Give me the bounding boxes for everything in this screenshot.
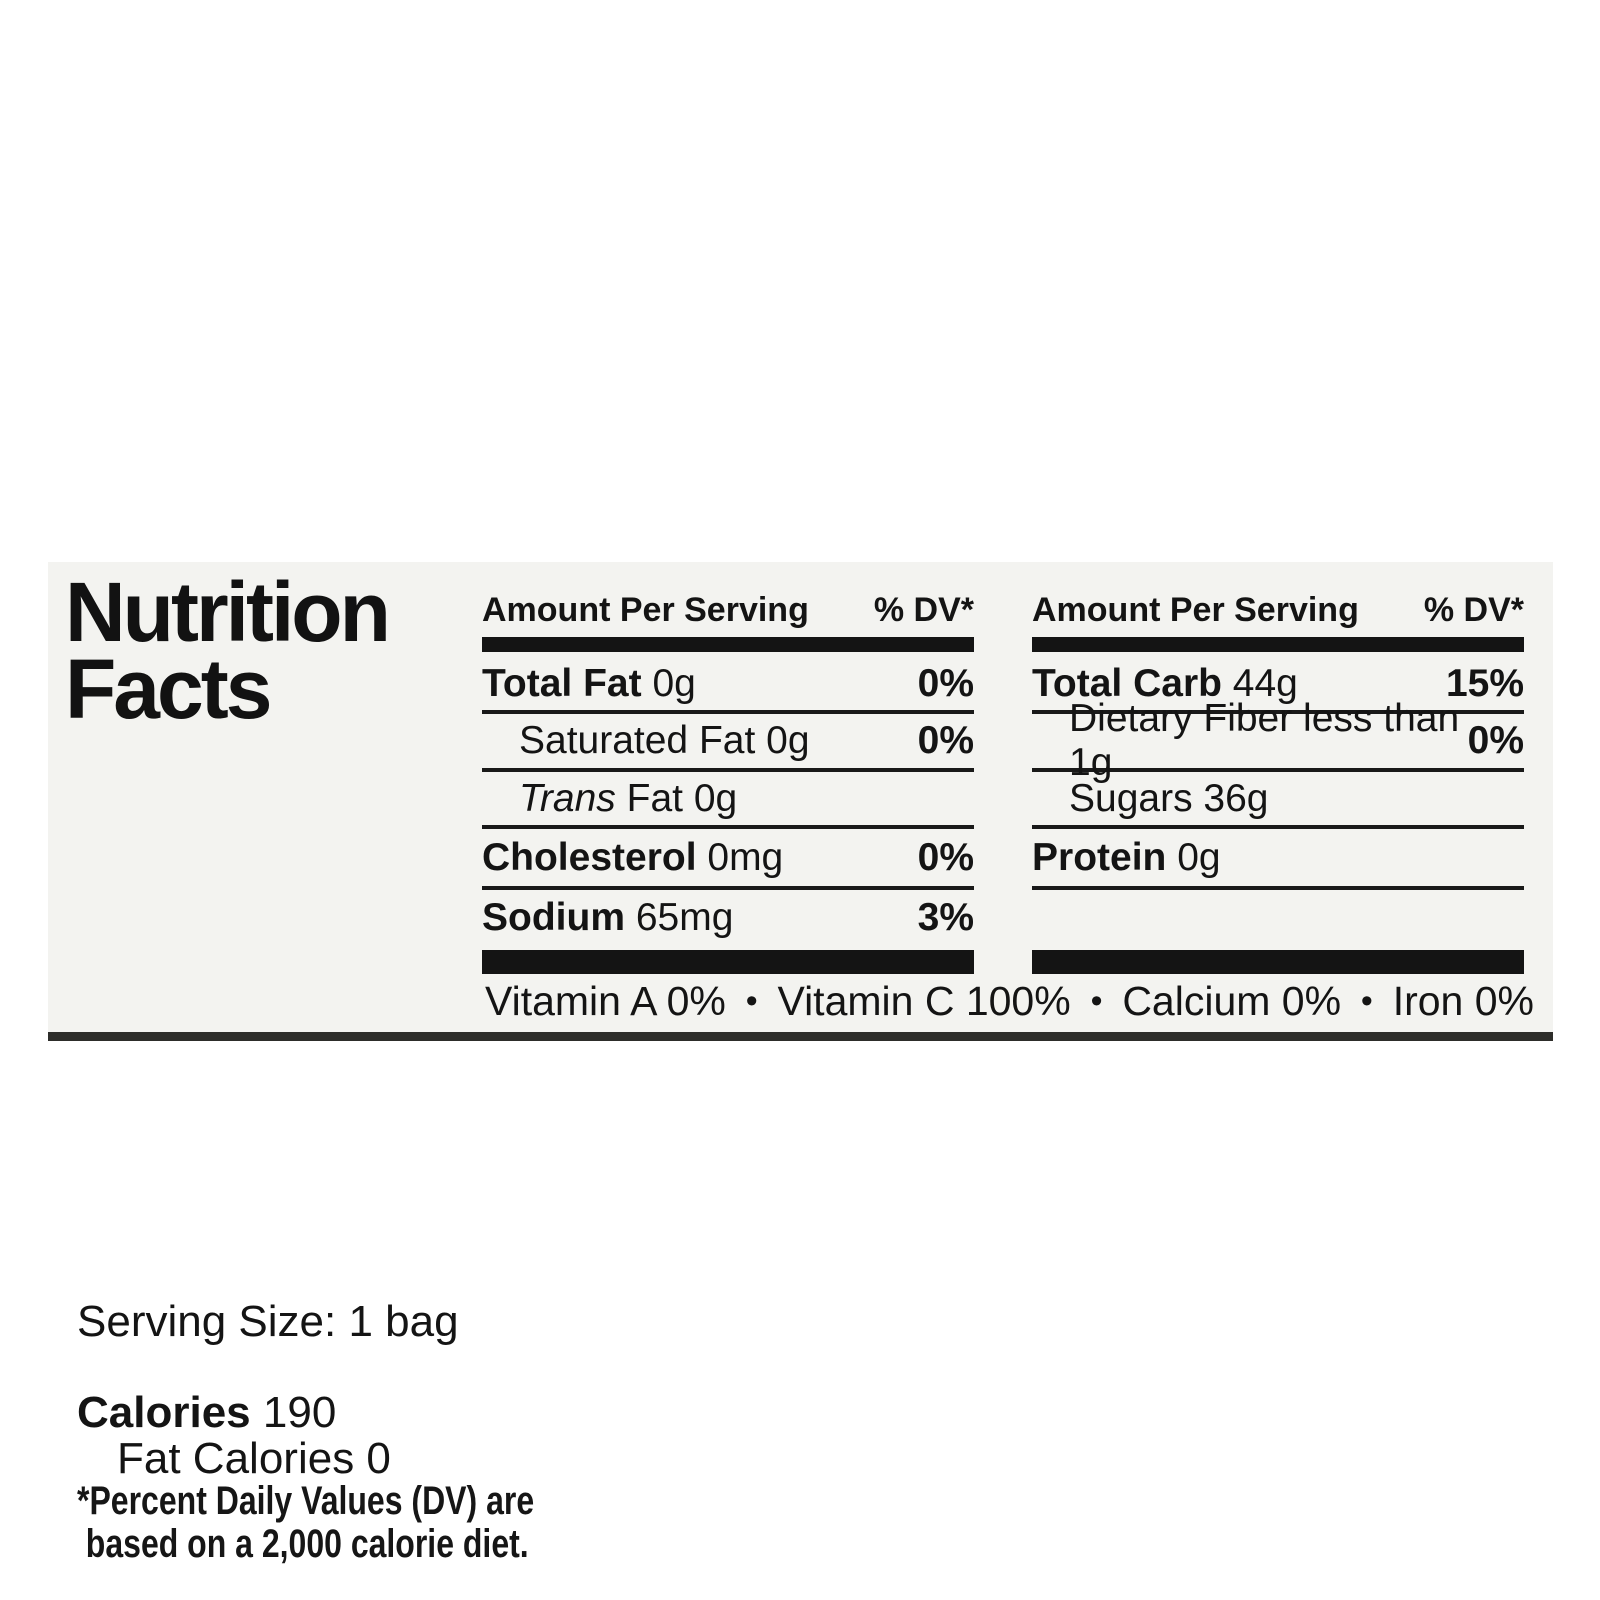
thick-divider-bar <box>1032 950 1524 974</box>
column-fats-sodium: Amount Per Serving % DV* Total Fat 0g 0%… <box>482 562 974 1032</box>
row-empty <box>1032 890 1524 946</box>
nutrient-name: Total Fat 0g <box>482 662 696 705</box>
thick-divider-bar <box>482 950 974 974</box>
title-line-1: Nutrition <box>65 565 391 659</box>
header-percent-dv: % DV* <box>873 591 974 629</box>
vitamins-minerals-row: Vitamin A 0% • Vitamin C 100% • Calcium … <box>485 974 1534 1028</box>
nutrient-dv: 0% <box>917 835 974 879</box>
bullet-separator: • <box>1360 981 1373 1020</box>
row-protein: Protein 0g <box>1032 829 1524 890</box>
nutrient-name: Saturated Fat 0g <box>519 719 810 762</box>
row-trans-fat: Trans Fat 0g <box>482 772 974 829</box>
column-carbs-protein: Amount Per Serving % DV* Total Carb 44g … <box>1032 562 1524 1032</box>
daily-values-footnote: *Percent Daily Values (DV) are based on … <box>77 1480 534 1566</box>
nutrient-dv: 0% <box>1467 719 1524 762</box>
calories-line: Calories 190 <box>77 1388 336 1438</box>
nutrient-name: Dietary Fiber less than 1g <box>1069 697 1460 784</box>
nutrient-dv: 3% <box>917 896 974 939</box>
nutrient-name: Cholesterol 0mg <box>482 835 784 879</box>
thick-divider-bar <box>482 637 974 652</box>
row-saturated-fat: Saturated Fat 0g 0% <box>482 714 974 772</box>
thick-divider-bar <box>1032 637 1524 652</box>
calories-value: 190 <box>262 1388 337 1437</box>
bullet-separator: • <box>1090 981 1103 1020</box>
iron: Iron 0% <box>1392 977 1534 1024</box>
row-dietary-fiber: Dietary Fiber less than 1g 0% <box>1032 697 1524 784</box>
nutrient-dv: 15% <box>1445 662 1524 705</box>
nutrient-dv: 0% <box>917 719 974 762</box>
row-sugars: Sugars 36g <box>1032 772 1524 829</box>
header-percent-dv: % DV* <box>1423 591 1524 629</box>
nutrient-dv: 0% <box>917 662 974 705</box>
nutrient-name: Sugars 36g <box>1069 776 1269 820</box>
title-line-2: Facts <box>65 642 272 736</box>
nutrient-name: Trans Fat 0g <box>519 776 738 820</box>
row-total-fat: Total Fat 0g 0% <box>482 652 974 714</box>
vitamin-c: Vitamin C 100% <box>777 977 1071 1024</box>
left-panel: Nutrition Facts Serving Size: 1 bag Calo… <box>48 562 534 1566</box>
nutrient-name: Sodium 65mg <box>482 896 734 939</box>
label-title: Nutrition Facts <box>65 570 391 731</box>
header-amount-per-serving: Amount Per Serving <box>1032 591 1359 629</box>
header-amount-per-serving: Amount Per Serving <box>482 591 809 629</box>
row-sodium: Sodium 65mg 3% <box>482 890 974 946</box>
footnote-line-2: based on a 2,000 calorie diet. <box>85 1522 529 1566</box>
row-total-carb: Total Carb 44g 15% <box>1032 652 1524 714</box>
serving-size: Serving Size: 1 bag <box>77 1297 459 1346</box>
calories-label: Calories <box>77 1388 251 1437</box>
row-cholesterol: Cholesterol 0mg 0% <box>482 829 974 890</box>
calcium: Calcium 0% <box>1122 977 1342 1024</box>
nutrient-name: Total Carb 44g <box>1032 662 1298 705</box>
column-header: Amount Per Serving % DV* <box>1032 562 1524 632</box>
column-header: Amount Per Serving % DV* <box>482 562 974 632</box>
vitamin-a: Vitamin A 0% <box>485 977 726 1024</box>
footnote-line-1: *Percent Daily Values (DV) are <box>77 1479 535 1523</box>
fat-calories-line: Fat Calories 0 <box>117 1434 391 1483</box>
nutrition-facts-label: Nutrition Facts Serving Size: 1 bag Calo… <box>48 562 1553 1566</box>
bullet-separator: • <box>745 981 758 1020</box>
nutrient-name: Protein 0g <box>1032 835 1221 879</box>
